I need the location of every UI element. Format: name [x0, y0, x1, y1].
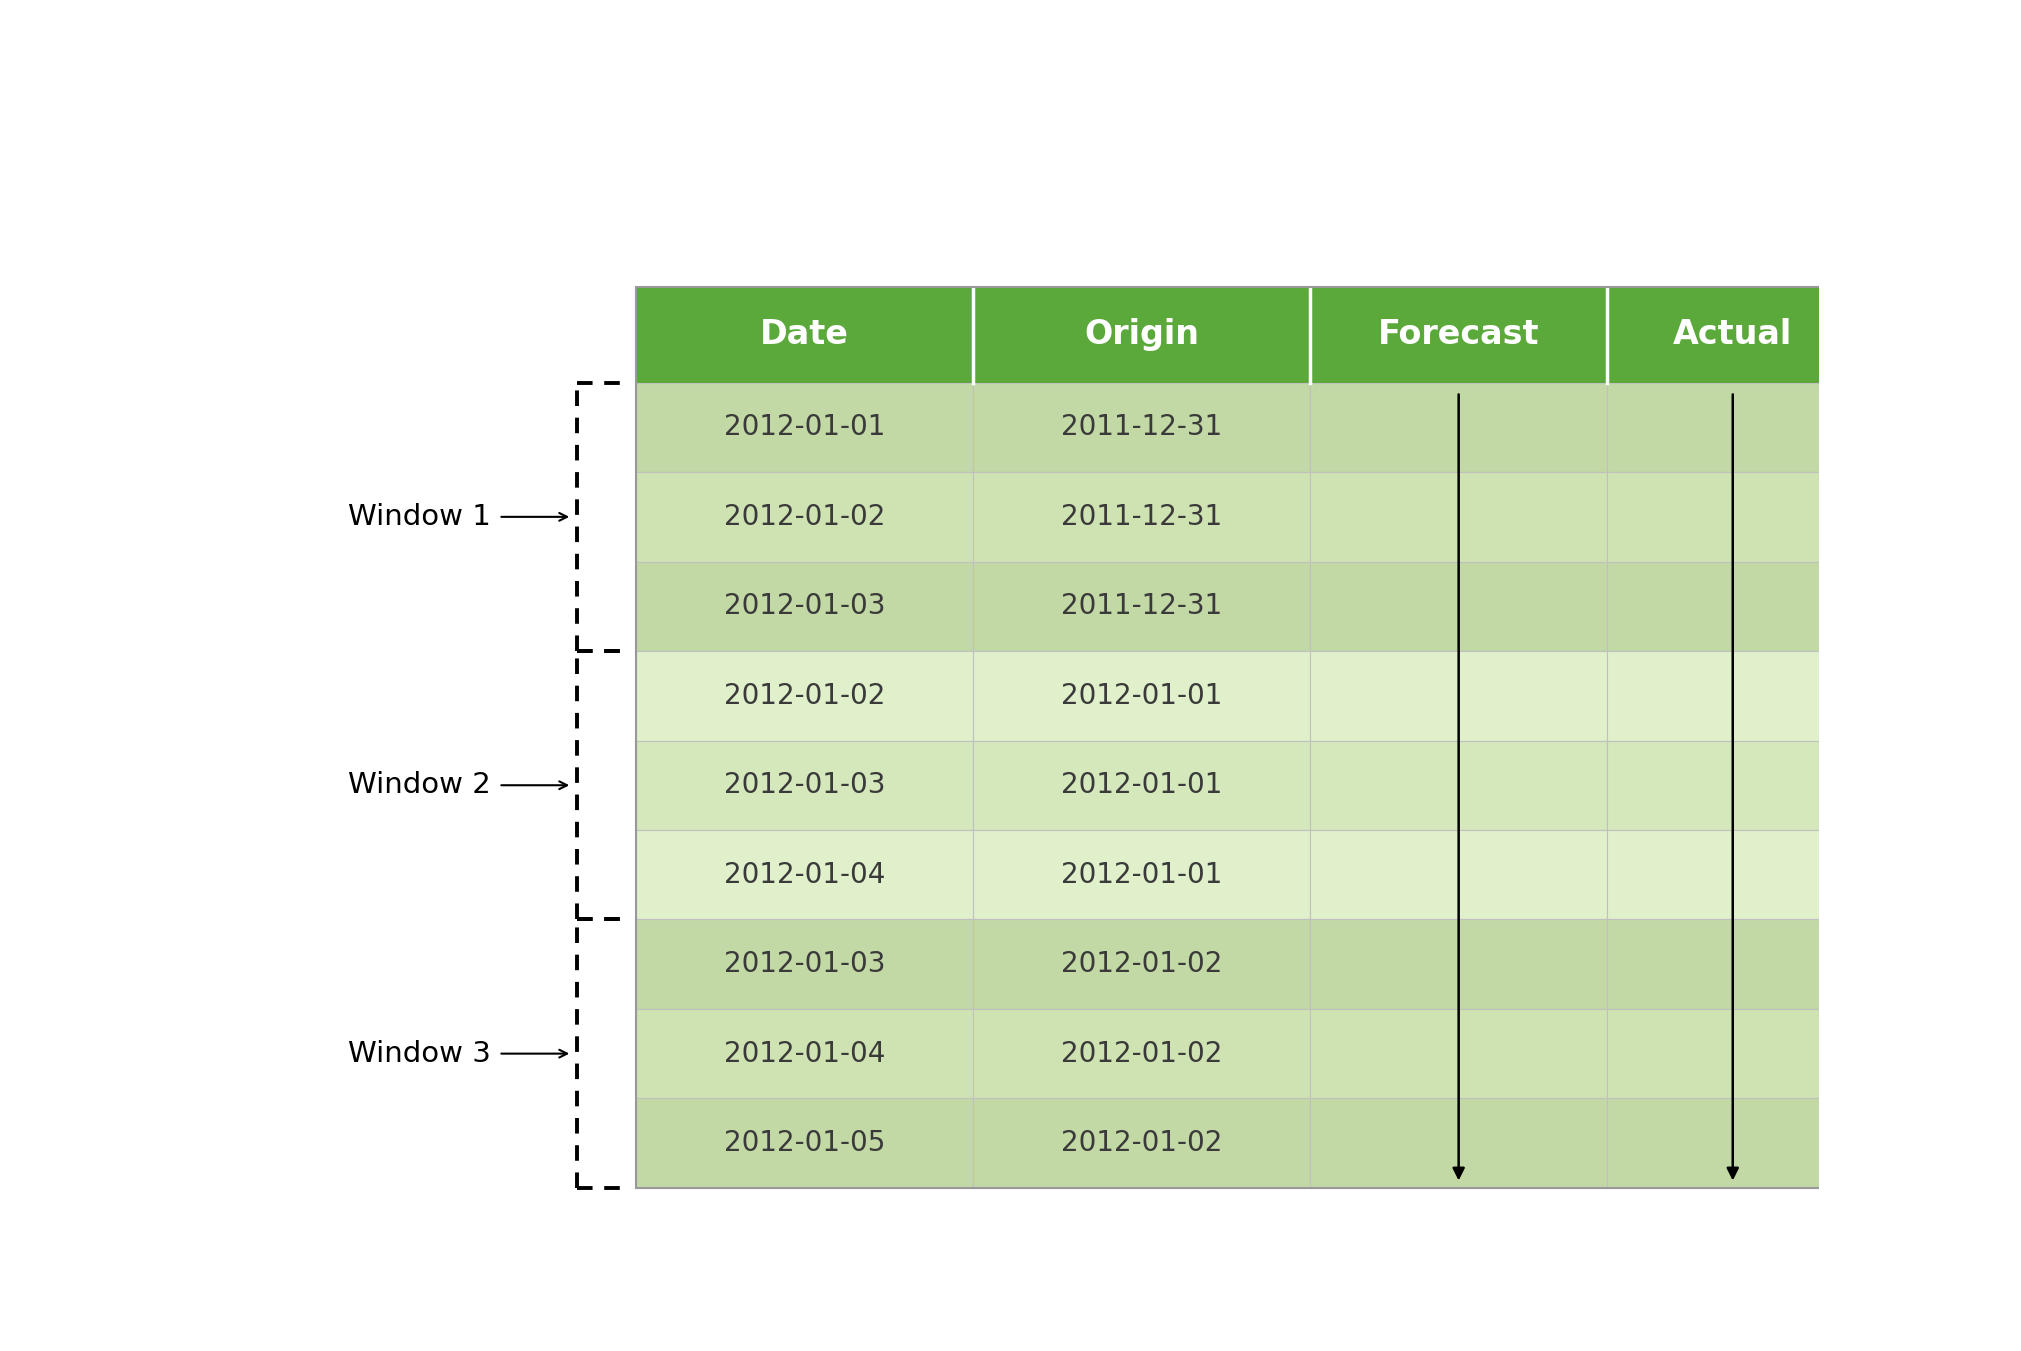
Text: 2012-01-03: 2012-01-03 [724, 592, 885, 620]
Bar [637, 382, 974, 471]
Bar [1310, 1098, 1607, 1188]
Bar [1607, 920, 1857, 1009]
Text: Window 1: Window 1 [348, 503, 491, 531]
Text: 2012-01-02: 2012-01-02 [1061, 1129, 1223, 1156]
Bar [1607, 562, 1857, 651]
Bar [974, 740, 1310, 830]
Text: Forecast: Forecast [1378, 319, 1540, 351]
Bar [1607, 1009, 1857, 1098]
Text: Origin: Origin [1083, 319, 1198, 351]
Bar [1607, 651, 1857, 740]
Text: 2012-01-02: 2012-01-02 [1061, 1040, 1223, 1067]
Bar [1310, 382, 1607, 471]
Bar [637, 562, 974, 651]
Bar [1310, 1009, 1607, 1098]
Bar [974, 1009, 1310, 1098]
Text: 2012-01-01: 2012-01-01 [1061, 861, 1223, 889]
Text: 2012-01-01: 2012-01-01 [724, 413, 885, 442]
Text: 2011-12-31: 2011-12-31 [1061, 592, 1223, 620]
Bar [1310, 471, 1607, 562]
Text: 2011-12-31: 2011-12-31 [1061, 413, 1223, 442]
Bar [637, 286, 1857, 1188]
Bar [974, 830, 1310, 920]
Bar [637, 1098, 974, 1188]
Bar [1310, 651, 1607, 740]
Bar [974, 286, 1310, 382]
Bar [1607, 382, 1857, 471]
Bar [1310, 920, 1607, 1009]
Bar [637, 740, 974, 830]
Bar [1607, 740, 1857, 830]
Bar [637, 830, 974, 920]
Bar [974, 1098, 1310, 1188]
Bar [1607, 1098, 1857, 1188]
Bar [637, 920, 974, 1009]
Bar [637, 651, 974, 740]
Text: 2012-01-02: 2012-01-02 [724, 503, 885, 531]
Bar [637, 1009, 974, 1098]
Bar [974, 651, 1310, 740]
Text: 2012-01-02: 2012-01-02 [724, 682, 885, 709]
Text: 2011-12-31: 2011-12-31 [1061, 503, 1223, 531]
Bar [637, 471, 974, 562]
Bar [1607, 471, 1857, 562]
Text: 2012-01-01: 2012-01-01 [1061, 682, 1223, 709]
Text: 2012-01-05: 2012-01-05 [724, 1129, 885, 1156]
Bar [1310, 830, 1607, 920]
Text: 2012-01-01: 2012-01-01 [1061, 771, 1223, 800]
Bar [1310, 286, 1607, 382]
Text: Window 3: Window 3 [348, 1040, 491, 1067]
Bar [974, 382, 1310, 471]
Text: 2012-01-03: 2012-01-03 [724, 950, 885, 978]
Text: 2012-01-02: 2012-01-02 [1061, 950, 1223, 978]
Bar [1310, 562, 1607, 651]
Text: Date: Date [760, 319, 849, 351]
Bar [974, 562, 1310, 651]
Bar [974, 920, 1310, 1009]
Bar [1607, 830, 1857, 920]
Bar [974, 471, 1310, 562]
Text: 2012-01-04: 2012-01-04 [724, 1040, 885, 1067]
Text: Window 2: Window 2 [348, 771, 491, 800]
Bar [1607, 286, 1857, 382]
Bar [637, 286, 974, 382]
Text: Actual: Actual [1673, 319, 1793, 351]
Text: 2012-01-03: 2012-01-03 [724, 771, 885, 800]
Text: 2012-01-04: 2012-01-04 [724, 861, 885, 889]
Bar [1310, 740, 1607, 830]
